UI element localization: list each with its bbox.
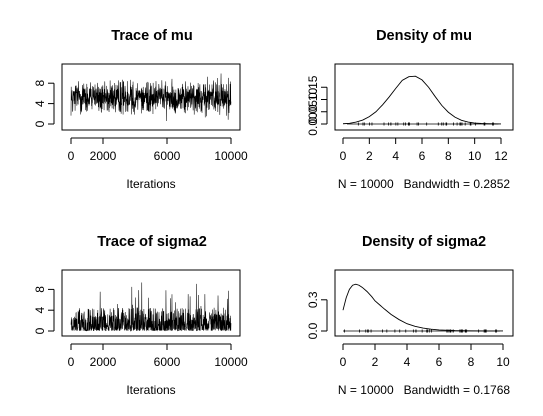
x-tick-label: 6 — [419, 149, 426, 163]
x-tick-label: 0 — [340, 149, 347, 163]
x-axis: 0 2000 6000 10000 — [68, 137, 248, 163]
y-axis: 0 4 8 — [33, 80, 55, 127]
trace-series-mu — [70, 73, 232, 122]
plot-frame — [61, 269, 241, 337]
trace-line — [70, 282, 232, 332]
trace-series-sigma2 — [70, 282, 232, 332]
x-tick-label: 2000 — [90, 355, 117, 369]
x-axis-label: N = 10000 Bandwidth = 0.1768 — [338, 383, 510, 397]
x-tick-label: 0 — [340, 355, 347, 369]
x-tick-label: 8 — [468, 355, 475, 369]
y-tick-label: 0.0 — [306, 322, 320, 339]
density-curve-sigma2 — [342, 283, 504, 332]
x-tick-label: 2 — [366, 149, 373, 163]
x-tick-label: 2 — [372, 355, 379, 369]
x-tick-label: 10000 — [214, 355, 248, 369]
chart-title: Trace of sigma2 — [97, 234, 207, 250]
x-axis-label: Iterations — [126, 177, 175, 191]
panel-density-sigma2: Density of sigma2 0 2 4 6 8 10 0.0 0.3 N = 100… — [306, 234, 514, 397]
plot-frame — [334, 63, 514, 131]
x-tick-label: 12 — [494, 149, 508, 163]
y-tick-label: 0.3 — [306, 291, 320, 308]
y-tick-label: 8 — [33, 286, 47, 293]
plot-frame — [61, 63, 241, 131]
y-tick-label: 0 — [33, 327, 47, 334]
y-tick-label: 4 — [33, 307, 47, 314]
y-tick-label: 0.00 — [306, 112, 320, 136]
y-tick-label: 0.10 — [306, 87, 320, 111]
x-tick-label: 6 — [436, 355, 443, 369]
chart-title: Density of sigma2 — [362, 234, 486, 250]
panel-trace-sigma2: Trace of sigma2 0 2000 6000 10000 0 4 8 Itera… — [33, 234, 248, 397]
x-axis: 0 2000 6000 10000 — [68, 343, 248, 369]
trace-line — [70, 73, 232, 122]
rug-marks — [346, 122, 499, 126]
x-tick-label: 8 — [445, 149, 452, 163]
x-axis-label: Iterations — [126, 383, 175, 397]
x-tick-label: 10 — [468, 149, 482, 163]
x-tick-label: 6000 — [154, 149, 181, 163]
plot-frame — [334, 269, 514, 337]
y-axis: 0.000.050.100.15 — [306, 75, 328, 136]
x-axis: 0 2 4 6 8 10 12 — [340, 137, 508, 163]
x-tick-label: 0 — [68, 149, 75, 163]
y-tick-label: 4 — [33, 100, 47, 107]
y-axis: 0 4 8 — [33, 286, 55, 334]
density-curve-mu — [342, 75, 502, 125]
x-tick-label: 10 — [496, 355, 510, 369]
x-axis-label: N = 10000 Bandwidth = 0.2852 — [338, 177, 510, 191]
y-tick-label: 8 — [33, 80, 47, 87]
x-tick-label: 2000 — [90, 149, 117, 163]
y-tick-label: 0.05 — [306, 100, 320, 124]
x-axis: 0 2 4 6 8 10 — [340, 343, 510, 369]
x-tick-label: 4 — [392, 149, 399, 163]
x-tick-label: 10000 — [214, 149, 248, 163]
y-tick-label: 0 — [33, 120, 47, 127]
chart-title: Density of mu — [376, 28, 472, 44]
panel-trace-mu: Trace of mu 0 2000 6000 10000 0 4 8 Iteration… — [33, 28, 248, 191]
chart-title: Trace of mu — [111, 28, 192, 44]
y-tick-label: 0.15 — [306, 75, 320, 99]
x-tick-label: 0 — [68, 355, 75, 369]
x-tick-label: 6000 — [154, 355, 181, 369]
panel-density-mu: Density of mu 0 2 4 6 8 10 12 0.000.050.100.15… — [306, 28, 514, 191]
x-tick-label: 4 — [404, 355, 411, 369]
y-axis: 0.0 0.3 — [306, 291, 328, 339]
